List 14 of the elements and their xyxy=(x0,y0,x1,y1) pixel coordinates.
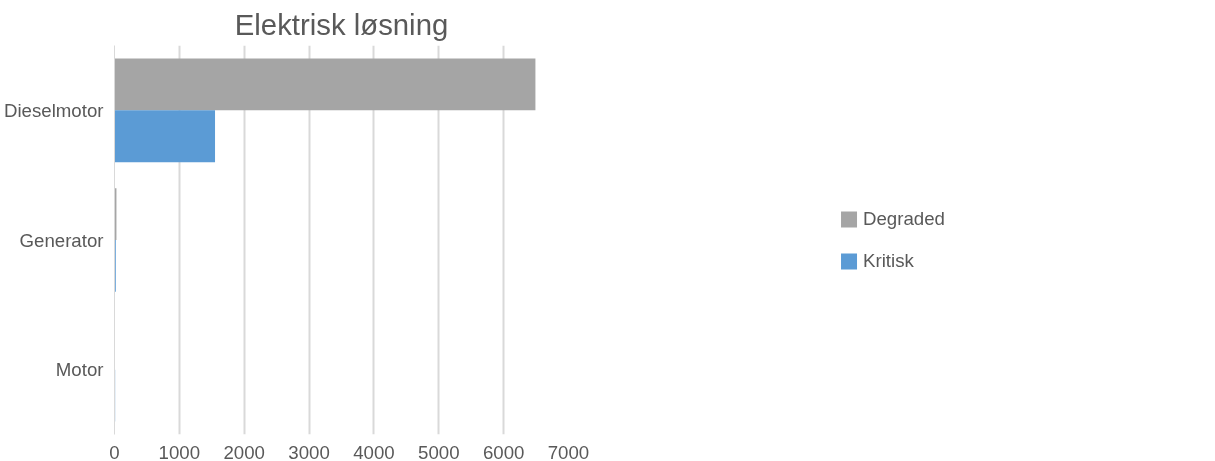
y-tick-label: Generator xyxy=(19,229,104,251)
y-tick-label: Motor xyxy=(55,359,104,381)
legend-label: Degraded xyxy=(863,207,945,230)
x-tick-label: 5000 xyxy=(418,441,460,461)
x-tick-label: 2000 xyxy=(223,441,265,461)
x-tick-label: 3000 xyxy=(288,441,330,461)
legend-label: Kritisk xyxy=(863,249,914,272)
chart-title: Elektrisk løsning xyxy=(234,7,449,41)
x-tick-label: 1000 xyxy=(158,441,201,461)
y-tick-label: Dieselmotor xyxy=(3,99,104,121)
x-tick-label: 4000 xyxy=(353,441,395,461)
x-tick-label: 6000 xyxy=(482,441,525,461)
x-tick-label: 0 xyxy=(109,441,120,461)
x-tick-label: 7000 xyxy=(547,441,590,461)
